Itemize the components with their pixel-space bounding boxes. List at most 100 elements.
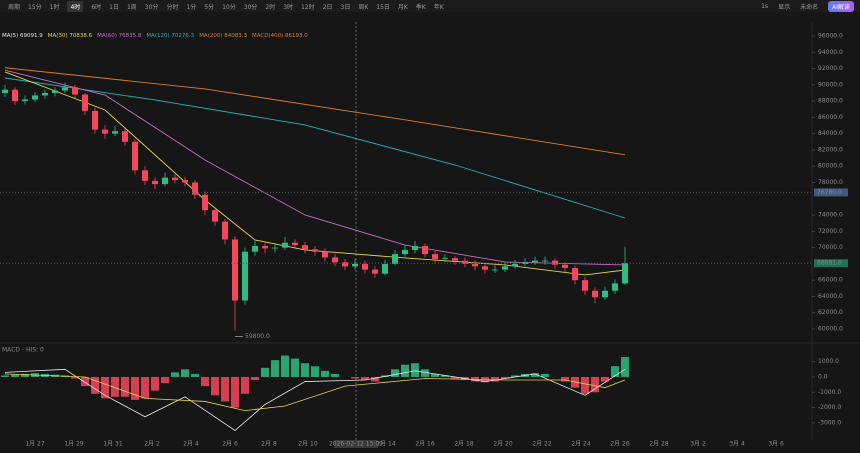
candle-body — [622, 263, 628, 284]
period-button[interactable]: 12时 — [301, 3, 315, 11]
macd-bar — [71, 376, 79, 379]
candle-body — [132, 141, 138, 171]
period-button[interactable]: 周K — [358, 3, 369, 11]
indicator-line — [4, 69, 626, 266]
candle-body — [2, 89, 8, 93]
candle-body — [142, 170, 148, 181]
macd-bar — [451, 376, 459, 379]
x-tick-label: 2月 26 — [610, 441, 630, 448]
x-tick-label: 2月 14 — [376, 441, 396, 448]
candle-body — [22, 99, 28, 102]
period-button[interactable]: 2时 — [265, 3, 276, 11]
period-button[interactable]: 6时 — [91, 3, 102, 11]
indicator-value: MA(5) 69091.9 — [2, 33, 43, 39]
x-tick-label: 2月 20 — [493, 441, 513, 448]
x-tick-label: 1月 31 — [103, 441, 123, 448]
candle-body — [532, 260, 538, 263]
toolbar-button[interactable]: 1s — [761, 2, 769, 10]
candle-body — [572, 267, 578, 281]
indicator-line — [4, 368, 626, 432]
candle-body — [122, 131, 128, 142]
macd-bar — [131, 376, 139, 400]
macd-bar — [431, 373, 439, 377]
x-tick-label: 1月 29 — [64, 441, 84, 448]
indicator-legend: MA(5) 69091.9 MA(30) 70838.6 MA(60) 76835.… — [2, 33, 308, 39]
macd-bar — [21, 373, 29, 377]
candle-body — [562, 264, 568, 268]
candle-body — [72, 87, 78, 95]
macd-bar — [561, 376, 569, 382]
y-tick-label: 96000.0 — [818, 32, 843, 39]
y-tick-label: 84000.0 — [818, 130, 843, 137]
candle-body — [172, 177, 178, 181]
period-button[interactable]: 周期 — [8, 3, 21, 11]
indicator-value: MA(200) 84083.3 — [199, 33, 247, 39]
macd-bar — [611, 366, 619, 377]
candle-body — [402, 250, 408, 255]
macd-bar — [581, 376, 589, 394]
candle-body — [472, 263, 478, 267]
candle-body — [382, 263, 388, 274]
macd-bar — [361, 376, 369, 381]
macd-bar — [411, 363, 419, 377]
candle-body — [582, 280, 588, 291]
macd-bar — [141, 376, 149, 399]
macd-bar — [111, 376, 119, 397]
crosshair-tag — [334, 440, 378, 448]
candle-body — [412, 245, 418, 251]
candle-body — [602, 290, 608, 298]
candle-body — [512, 263, 518, 267]
period-button[interactable]: 4时 — [67, 0, 84, 12]
toolbar-button[interactable]: 未命名 — [800, 3, 819, 11]
period-button[interactable]: 1日 — [109, 3, 119, 11]
macd-bar — [511, 375, 519, 377]
period-button[interactable]: 15分 — [28, 3, 42, 11]
period-button[interactable]: 分时 — [166, 3, 179, 11]
macd-bar — [321, 370, 329, 377]
macd-bar — [121, 376, 129, 397]
period-button[interactable]: 10分 — [222, 3, 236, 11]
period-button[interactable]: 3时 — [283, 3, 294, 11]
period-button[interactable]: 1时 — [49, 3, 60, 11]
macd-bar — [371, 376, 379, 382]
toolbar-right: 1s 显示 未命名 AI解读 — [751, 0, 854, 12]
y-tick-label: 66000.0 — [818, 277, 843, 284]
period-button[interactable]: 月K — [397, 3, 408, 11]
x-tick-label: 2月 28 — [649, 441, 669, 448]
period-button[interactable]: 2日 — [322, 3, 333, 11]
period-button[interactable]: 5分 — [204, 3, 215, 11]
macd-bar — [151, 376, 159, 391]
indicator-line — [4, 71, 626, 276]
y-tick-label: 82000.0 — [818, 146, 843, 153]
candle-body — [152, 180, 158, 185]
period-button[interactable]: 3日 — [340, 3, 351, 11]
macd-bar — [591, 376, 599, 393]
macd-bar — [421, 369, 429, 377]
toolbar-button[interactable]: 显示 — [778, 3, 791, 11]
toolbar-button[interactable]: AI解读 — [828, 0, 854, 12]
x-tick-label: 2月 18 — [454, 441, 474, 448]
candle-body — [162, 177, 168, 185]
crosshair-label: 2026-02-12 13:00 — [329, 441, 383, 448]
macd-bar — [621, 357, 629, 377]
period-button[interactable]: 1周 — [126, 3, 137, 11]
period-button[interactable]: 1分 — [186, 3, 197, 11]
macd-bar — [291, 358, 299, 377]
candle-body — [82, 94, 88, 111]
period-button[interactable]: 年K — [433, 3, 444, 11]
candle-body — [32, 95, 38, 100]
period-button[interactable]: 30分 — [144, 3, 159, 11]
y-tick-label: 86000.0 — [818, 114, 843, 121]
period-button[interactable]: 15日 — [376, 3, 390, 11]
y-tick-label: 0.0 — [818, 373, 828, 380]
candle-body — [542, 260, 548, 262]
candle-body — [342, 262, 348, 267]
candle-body — [482, 266, 488, 270]
macd-bar — [1, 375, 9, 377]
macd-bar — [281, 355, 289, 377]
candle-body — [262, 245, 268, 249]
period-button[interactable]: 30分 — [243, 3, 258, 11]
macd-bar — [541, 373, 549, 377]
period-button[interactable]: 季K — [415, 3, 426, 11]
